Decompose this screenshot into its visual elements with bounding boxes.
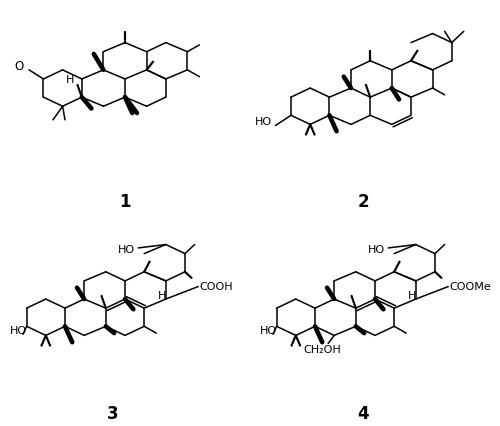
Text: O: O	[15, 60, 24, 73]
Text: HO: HO	[118, 245, 134, 255]
Text: 4: 4	[357, 405, 369, 423]
Text: 2: 2	[357, 193, 369, 210]
Text: CH₂OH: CH₂OH	[304, 345, 341, 355]
Text: 3: 3	[107, 405, 119, 423]
Text: HO: HO	[260, 326, 277, 336]
Text: H: H	[66, 75, 74, 85]
Text: 1: 1	[120, 193, 131, 210]
Text: COOH: COOH	[200, 282, 233, 291]
Text: HO: HO	[10, 326, 27, 336]
Text: HO: HO	[368, 245, 384, 255]
Text: H: H	[408, 291, 416, 301]
Text: HO: HO	[254, 117, 272, 127]
Text: H: H	[158, 291, 166, 301]
Text: COOMe: COOMe	[450, 282, 491, 291]
